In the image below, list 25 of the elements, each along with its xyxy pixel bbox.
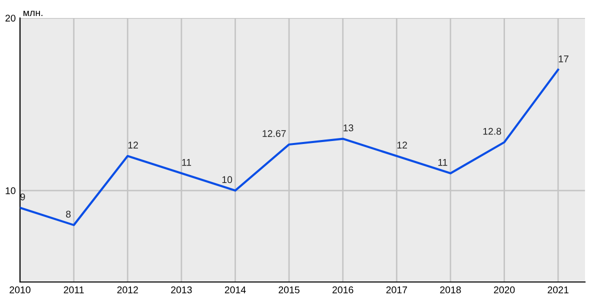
data-label: 10	[222, 176, 232, 184]
data-label: 8	[66, 210, 71, 218]
x-tick-label: 2014	[224, 286, 246, 294]
line-series	[20, 68, 560, 226]
x-tick-label: 2012	[117, 286, 138, 294]
data-label: 12	[128, 142, 138, 148]
data-label: 11	[182, 159, 192, 166]
x-tick-label: 2017	[386, 286, 407, 294]
x-tick-label: 2010	[10, 286, 30, 294]
data-label: 17	[558, 56, 568, 62]
data-label: 9	[20, 193, 25, 200]
x-tick-label: 2013	[171, 286, 192, 294]
data-label: 12.8	[483, 128, 502, 135]
data-label: 11	[438, 159, 448, 166]
data-label: 12	[397, 142, 407, 148]
y-axis-title: млн.	[24, 10, 42, 16]
x-tick-label: 2020	[494, 286, 515, 294]
data-label: 12.67	[262, 130, 286, 137]
x-tick-label: 2015	[278, 286, 300, 294]
y-tick-label: 20	[6, 14, 16, 22]
x-tick-label: 2018	[440, 286, 461, 294]
x-tick-label: 2016	[332, 286, 354, 294]
x-tick-label: 2021	[548, 286, 568, 294]
data-label: 13	[344, 124, 354, 132]
x-tick-label: 2011	[64, 286, 84, 294]
